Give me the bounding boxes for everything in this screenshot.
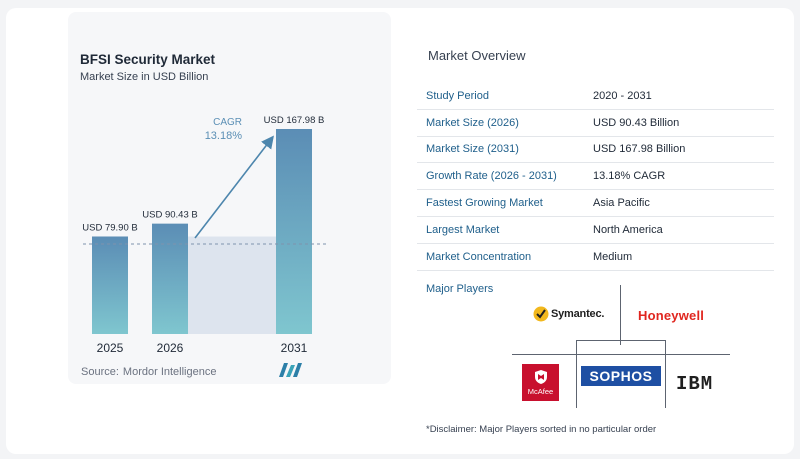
bar-2026: [152, 223, 188, 334]
overview-row: Growth Rate (2026 - 2031) 13.18% CAGR: [417, 163, 774, 191]
row-value: 13.18% CAGR: [593, 170, 666, 183]
row-value: Asia Pacific: [593, 197, 650, 210]
row-key: Fastest Growing Market: [426, 197, 543, 210]
bar-2025: [92, 236, 128, 334]
mcafee-shield-icon: [534, 370, 547, 384]
category-label-2025: 2025: [97, 341, 124, 355]
mordor-logo-icon: [279, 363, 302, 377]
mcafee-text: McAfee: [527, 387, 554, 396]
overview-table: Study Period 2020 - 2031 Market Size (202…: [417, 83, 774, 271]
category-label-2031: 2031: [281, 341, 308, 355]
row-key: Study Period: [426, 89, 489, 102]
row-value: 2020 - 2031: [593, 89, 652, 102]
row-value: USD 90.43 Billion: [593, 116, 680, 129]
mcafee-logo: McAfee: [522, 364, 559, 401]
row-key: Largest Market: [426, 223, 500, 236]
row-value: North America: [593, 223, 663, 236]
symantec-logo: Symantec.: [533, 306, 604, 322]
row-key: Market Concentration: [426, 250, 532, 263]
ibm-logo: IBM: [676, 373, 714, 395]
players-divider: [576, 340, 577, 408]
value-label-2026: USD 90.43 B: [142, 210, 197, 221]
overview-row: Market Size (2031) USD 167.98 Billion: [417, 137, 774, 164]
overview-row: Market Concentration Medium: [417, 244, 774, 271]
players-divider: [576, 340, 666, 341]
value-label-2031: USD 167.98 B: [264, 115, 325, 126]
players-divider: [665, 340, 666, 408]
row-key: Market Size (2031): [426, 143, 519, 156]
honeywell-logo: Honeywell: [638, 308, 705, 323]
chart-source: Source: Mordor Intelligence: [81, 366, 216, 378]
overview-row: Largest Market North America: [417, 217, 774, 244]
players-divider: [512, 354, 730, 355]
cagr-value: 13.18%: [205, 130, 243, 142]
row-value: Medium: [593, 250, 633, 263]
overview-title: Market Overview: [428, 48, 526, 63]
cagr-label: CAGR: [213, 117, 242, 128]
disclaimer-text: *Disclaimer: Major Players sorted in no …: [426, 424, 657, 435]
symantec-check-icon: [533, 306, 549, 322]
highlight-band: [188, 236, 276, 334]
symantec-text: Symantec.: [551, 308, 605, 320]
row-key: Market Size (2026): [426, 116, 519, 129]
category-label-2026: 2026: [157, 341, 184, 355]
overview-row: Market Size (2026) USD 90.43 Billion: [417, 110, 774, 137]
chart-subtitle: Market Size in USD Billion: [80, 71, 209, 83]
overview-row: Fastest Growing Market Asia Pacific: [417, 190, 774, 217]
major-players-title: Major Players: [426, 283, 494, 295]
row-key: Growth Rate (2026 - 2031): [426, 170, 557, 183]
row-value: USD 167.98 Billion: [593, 143, 686, 156]
players-divider: [620, 285, 621, 345]
bar-2031: [276, 129, 312, 334]
value-label-2025: USD 79.90 B: [82, 222, 137, 233]
cagr-arrow: [194, 135, 274, 239]
sophos-logo: SOPHOS: [581, 366, 661, 386]
source-value: Mordor Intelligence: [122, 366, 217, 378]
source-label: Source:: [81, 366, 119, 378]
chart-title: BFSI Security Market: [80, 52, 216, 67]
overview-row: Study Period 2020 - 2031: [417, 83, 774, 110]
